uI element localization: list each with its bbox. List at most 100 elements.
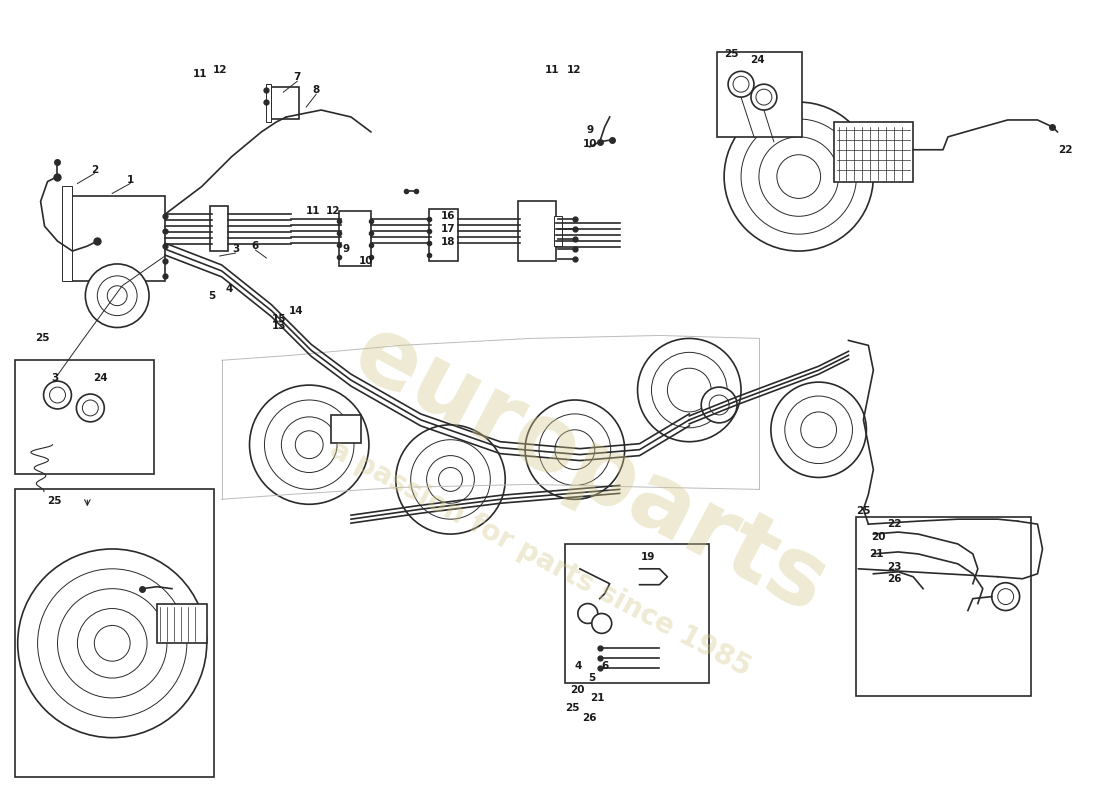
Circle shape xyxy=(801,412,836,448)
Text: 26: 26 xyxy=(887,574,902,584)
Bar xyxy=(266,84,272,122)
Bar xyxy=(429,210,459,261)
Text: 25: 25 xyxy=(856,506,871,516)
Bar xyxy=(331,415,361,442)
Text: 5: 5 xyxy=(208,290,216,301)
Text: 14: 14 xyxy=(289,306,304,316)
Circle shape xyxy=(998,589,1013,605)
Text: 15: 15 xyxy=(272,314,287,323)
Text: 9: 9 xyxy=(342,244,350,254)
Circle shape xyxy=(728,71,754,97)
Circle shape xyxy=(539,414,610,486)
Text: 12: 12 xyxy=(212,66,227,75)
Text: 11: 11 xyxy=(306,206,320,216)
Text: 21: 21 xyxy=(869,549,883,559)
Bar xyxy=(14,490,213,778)
Text: 5: 5 xyxy=(588,673,595,683)
Circle shape xyxy=(741,119,857,234)
Circle shape xyxy=(992,582,1020,610)
Circle shape xyxy=(759,137,838,216)
Text: 11: 11 xyxy=(192,70,207,79)
Circle shape xyxy=(638,338,741,442)
Circle shape xyxy=(592,614,612,634)
Text: 4: 4 xyxy=(574,661,582,671)
Text: 6: 6 xyxy=(252,241,260,251)
Circle shape xyxy=(427,456,474,503)
Text: 25: 25 xyxy=(724,50,738,59)
Text: 9: 9 xyxy=(586,125,593,135)
Text: 18: 18 xyxy=(441,237,455,247)
Text: 12: 12 xyxy=(326,206,340,216)
Bar xyxy=(157,603,207,643)
Circle shape xyxy=(264,400,354,490)
Circle shape xyxy=(784,396,852,463)
Circle shape xyxy=(86,264,148,327)
Text: 2: 2 xyxy=(90,165,98,174)
Circle shape xyxy=(107,286,128,306)
Circle shape xyxy=(439,467,462,491)
Text: 26: 26 xyxy=(583,713,597,722)
Text: 22: 22 xyxy=(887,519,902,529)
Text: 12: 12 xyxy=(566,66,581,75)
Circle shape xyxy=(777,154,821,198)
Text: 1: 1 xyxy=(126,174,134,185)
Text: europarts: europarts xyxy=(338,306,842,633)
Bar xyxy=(857,517,1031,696)
Text: 24: 24 xyxy=(749,55,764,66)
Circle shape xyxy=(50,387,66,403)
Circle shape xyxy=(710,395,729,415)
Circle shape xyxy=(295,430,323,458)
Text: 25: 25 xyxy=(564,703,579,713)
Text: 13: 13 xyxy=(272,321,287,330)
Circle shape xyxy=(82,400,98,416)
Text: 20: 20 xyxy=(571,685,585,695)
Circle shape xyxy=(18,549,207,738)
Circle shape xyxy=(77,609,147,678)
Bar xyxy=(210,206,228,251)
Circle shape xyxy=(44,381,72,409)
Bar xyxy=(70,197,165,281)
Bar xyxy=(339,211,371,266)
Text: 25: 25 xyxy=(35,334,50,343)
Circle shape xyxy=(57,589,167,698)
Circle shape xyxy=(95,626,130,661)
Circle shape xyxy=(556,430,595,470)
Bar xyxy=(272,87,299,119)
Bar xyxy=(14,360,154,474)
Text: 20: 20 xyxy=(871,532,886,542)
Text: 7: 7 xyxy=(294,72,301,82)
Bar xyxy=(63,186,73,281)
Text: 17: 17 xyxy=(441,224,455,234)
Text: 11: 11 xyxy=(544,66,559,75)
Circle shape xyxy=(525,400,625,499)
Circle shape xyxy=(724,102,873,251)
Text: 21: 21 xyxy=(591,693,605,703)
Circle shape xyxy=(578,603,597,623)
Text: 22: 22 xyxy=(1058,145,1072,154)
Text: 24: 24 xyxy=(94,373,108,383)
Circle shape xyxy=(701,387,737,423)
Bar xyxy=(554,216,562,246)
Bar xyxy=(834,122,913,182)
Circle shape xyxy=(97,276,138,315)
Text: 10: 10 xyxy=(583,138,597,149)
Circle shape xyxy=(751,84,777,110)
Circle shape xyxy=(250,385,368,504)
Circle shape xyxy=(76,394,104,422)
Text: 3: 3 xyxy=(232,244,239,254)
Text: 6: 6 xyxy=(601,661,608,671)
Bar xyxy=(518,202,556,261)
Text: 3: 3 xyxy=(51,373,58,383)
Circle shape xyxy=(668,368,712,412)
Circle shape xyxy=(756,89,772,105)
Circle shape xyxy=(410,440,491,519)
Circle shape xyxy=(733,76,749,92)
Text: 16: 16 xyxy=(441,211,455,222)
Circle shape xyxy=(37,569,187,718)
Bar xyxy=(565,544,710,683)
Text: 25: 25 xyxy=(47,496,62,506)
Bar xyxy=(717,53,802,137)
Text: 23: 23 xyxy=(887,562,902,572)
Circle shape xyxy=(282,417,337,473)
Circle shape xyxy=(396,425,505,534)
